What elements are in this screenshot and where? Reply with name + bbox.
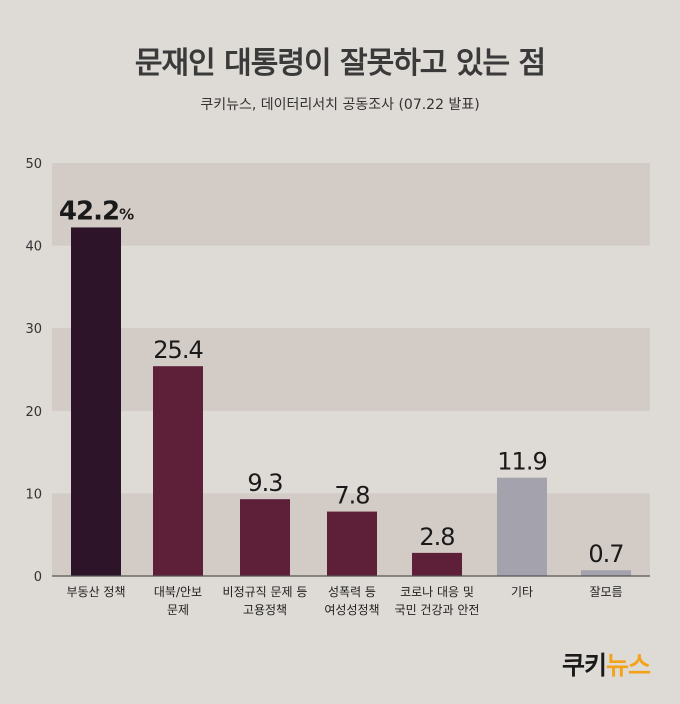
x-tick-label: 문제 [167, 603, 189, 617]
bar [327, 511, 377, 576]
y-tick-label: 0 [34, 570, 42, 585]
x-tick-label: 국민 건강과 안전 [395, 603, 480, 617]
grid-band [52, 328, 650, 411]
x-tick-label: 대북/안보 [154, 585, 202, 599]
y-tick-label: 40 [25, 240, 42, 255]
kuki-news-logo: 쿠키뉴스 [561, 646, 651, 682]
bar [240, 499, 290, 576]
x-tick-label: 고용정책 [243, 602, 287, 617]
grid-band [52, 163, 650, 246]
y-tick-label: 50 [25, 157, 42, 172]
data-label: 0.7 [588, 540, 623, 568]
y-tick-label: 20 [25, 405, 42, 420]
data-label: 25.4 [153, 336, 202, 364]
x-tick-label: 코로나 대응 및 [400, 585, 474, 599]
data-label: 11.9 [497, 448, 546, 476]
bar [71, 227, 121, 577]
x-tick-label: 부동산 정책 [66, 584, 125, 599]
chart-subtitle: 쿠키뉴스, 데이터리서치 공동조사 (07.22 발표) [200, 97, 480, 113]
logo-main: 쿠키 [561, 651, 607, 680]
bar [497, 477, 547, 576]
data-label: 9.3 [247, 469, 282, 497]
chart-title: 문재인 대통령이 잘못하고 있는 점 [134, 46, 546, 81]
x-tick-label: 비정규직 문제 등 [223, 585, 308, 599]
y-tick-label: 30 [25, 322, 42, 337]
data-label: 7.8 [334, 482, 369, 510]
x-tick-label: 여성성정책 [324, 602, 379, 617]
data-label: 2.8 [419, 523, 454, 551]
bar [581, 570, 631, 576]
logo-accent: 뉴스 [605, 651, 651, 680]
x-tick-label: 잘모름 [589, 585, 622, 599]
bar [153, 366, 203, 576]
x-tick-label: 성폭력 등 [328, 585, 376, 599]
x-tick-label: 기타 [511, 585, 533, 599]
bar [412, 552, 462, 576]
y-tick-label: 10 [25, 487, 42, 502]
